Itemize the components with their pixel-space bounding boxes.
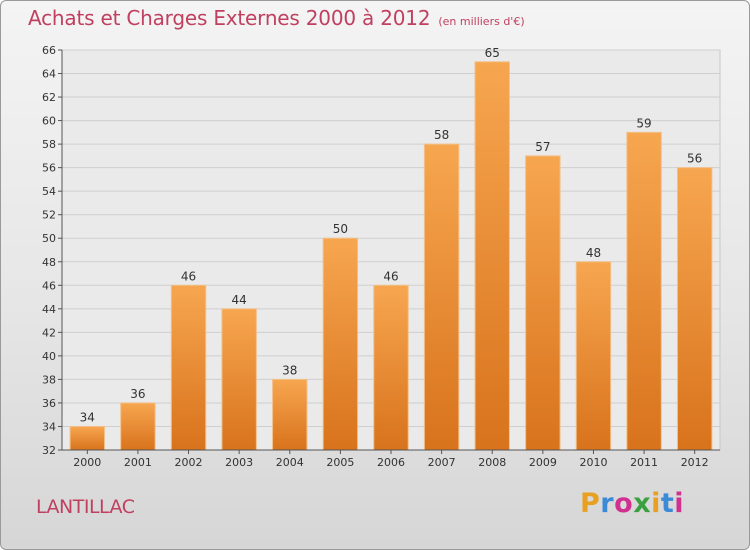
bar-2004 bbox=[272, 378, 308, 451]
x-tick-label: 2001 bbox=[124, 456, 152, 469]
x-tick-label: 2011 bbox=[630, 456, 658, 469]
y-tick-label: 50 bbox=[42, 232, 56, 245]
bar-2002 bbox=[170, 284, 207, 451]
bar-2012 bbox=[676, 167, 713, 451]
x-tick-label: 2004 bbox=[276, 456, 304, 469]
bars: 34 36 46 44 38 50 46 58 65 57 48 59 56 bbox=[69, 46, 713, 451]
y-axis-ticks: 32 34 36 38 40 42 44 46 48 50 52 54 56 58 60 62 64 66 bbox=[42, 44, 62, 457]
data-label: 57 bbox=[535, 140, 550, 154]
x-tick-label: 2009 bbox=[529, 456, 557, 469]
y-tick-label: 62 bbox=[42, 91, 56, 104]
y-tick-label: 38 bbox=[42, 373, 56, 386]
x-tick-label: 2010 bbox=[579, 456, 607, 469]
data-label: 44 bbox=[232, 293, 247, 307]
x-tick-label: 2008 bbox=[478, 456, 506, 469]
x-tick-label: 2000 bbox=[73, 456, 101, 469]
title-text: Achats et Charges Externes 2000 à 2012 bbox=[28, 6, 431, 30]
proxiti-logo: Proxiti bbox=[580, 488, 684, 519]
y-tick-label: 54 bbox=[42, 185, 56, 198]
data-label: 59 bbox=[636, 116, 651, 130]
y-tick-label: 36 bbox=[42, 397, 56, 410]
y-tick-label: 46 bbox=[42, 279, 56, 292]
logo-letter: i bbox=[674, 488, 685, 519]
y-tick-label: 48 bbox=[42, 256, 56, 269]
bar-2005 bbox=[322, 237, 359, 451]
data-label: 38 bbox=[282, 363, 297, 377]
data-label: 46 bbox=[383, 269, 398, 283]
y-tick-label: 64 bbox=[42, 68, 56, 81]
y-tick-label: 60 bbox=[42, 115, 56, 128]
data-label: 58 bbox=[434, 128, 449, 142]
y-tick-label: 56 bbox=[42, 162, 56, 175]
logo-letter: i bbox=[651, 488, 661, 519]
x-tick-label: 2003 bbox=[225, 456, 253, 469]
y-tick-label: 34 bbox=[42, 420, 56, 433]
x-tick-label: 2006 bbox=[377, 456, 405, 469]
commune-name: LANTILLAC bbox=[36, 496, 135, 518]
data-label: 56 bbox=[687, 152, 702, 166]
bar-2001 bbox=[120, 402, 156, 451]
data-label: 48 bbox=[586, 246, 601, 260]
logo-letter: x bbox=[633, 488, 652, 519]
y-tick-label: 40 bbox=[42, 350, 56, 363]
y-tick-label: 58 bbox=[42, 138, 56, 151]
x-tick-label: 2007 bbox=[428, 456, 456, 469]
x-axis-ticks: 2000 2001 2002 2003 2004 2005 2006 2007 2008 2009… bbox=[73, 450, 709, 469]
data-label: 34 bbox=[80, 410, 95, 424]
y-tick-label: 52 bbox=[42, 209, 56, 222]
bar-2011 bbox=[626, 131, 662, 451]
data-label: 46 bbox=[181, 269, 196, 283]
x-tick-label: 2005 bbox=[326, 456, 354, 469]
data-label: 50 bbox=[333, 222, 348, 236]
x-tick-label: 2002 bbox=[175, 456, 203, 469]
y-tick-label: 32 bbox=[42, 444, 56, 457]
data-label: 65 bbox=[485, 46, 500, 60]
bar-2008 bbox=[474, 61, 510, 451]
logo-letter: r bbox=[600, 488, 615, 519]
y-tick-label: 66 bbox=[42, 44, 56, 57]
bar-2007 bbox=[423, 143, 460, 451]
bar-2000 bbox=[69, 425, 106, 451]
x-tick-label: 2012 bbox=[681, 456, 709, 469]
y-tick-label: 42 bbox=[42, 326, 56, 339]
logo-letter: P bbox=[580, 488, 601, 519]
bar-2006 bbox=[373, 284, 409, 451]
data-label: 36 bbox=[130, 387, 145, 401]
chart-subtitle: (en milliers d'€) bbox=[438, 15, 525, 28]
chart-title: Achats et Charges Externes 2000 à 2012 (e… bbox=[28, 6, 525, 30]
bar-2010 bbox=[575, 261, 612, 451]
bar-2003 bbox=[221, 308, 257, 451]
logo-letter: o bbox=[614, 488, 634, 519]
logo-letter: t bbox=[660, 488, 675, 519]
bar-2009 bbox=[525, 155, 561, 451]
y-tick-label: 44 bbox=[42, 303, 56, 316]
